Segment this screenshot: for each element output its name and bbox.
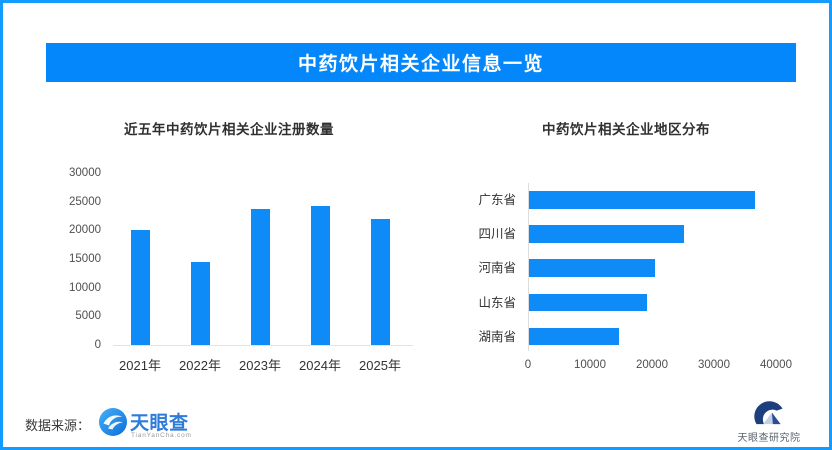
left-chart-plot-area: 0 5000 10000 15000 20000 25000 30000 2021年 2022年… xyxy=(69,167,413,373)
x-axis-category-label: 2022年 xyxy=(179,358,221,373)
x-axis-tick-label: 20000 xyxy=(636,359,668,371)
y-axis-category-label: 广东省 xyxy=(478,193,516,207)
x-axis-tick-label: 10000 xyxy=(574,359,606,371)
tianyancha-brand-text: 天眼查 xyxy=(130,413,189,434)
y-axis-tick-label: 10000 xyxy=(69,281,101,294)
research-institute-logo: 天眼查研究院 xyxy=(721,399,817,447)
bar-四川省 xyxy=(529,225,684,243)
x-axis-category-label: 2023年 xyxy=(239,358,281,373)
x-axis-category-label: 2024年 xyxy=(299,358,341,373)
y-axis-category-label: 湖南省 xyxy=(478,329,516,344)
tianyancha-domain-text: TianYanCha.com xyxy=(131,432,192,439)
y-axis-category-label: 山东省 xyxy=(478,295,516,310)
right-chart-title: 中药饮片相关企业地区分布 xyxy=(542,122,710,137)
bar-广东省 xyxy=(529,191,756,209)
x-axis-tick-label: 0 xyxy=(524,359,532,371)
bar-2025年 xyxy=(370,219,390,345)
right-chart-plot-area: 广东省四川省河南省山东省湖南省 0 10000 20000 30000 40000 xyxy=(478,183,792,371)
x-axis-tick-label: 30000 xyxy=(698,359,730,371)
bar-山东省 xyxy=(529,293,647,312)
institute-name-text: 天眼查研究院 xyxy=(737,433,801,444)
y-axis-tick-label: 30000 xyxy=(69,167,101,179)
region-distribution-chart: 中药饮片相关企业地区分布 广东省四川省河南省山东省湖南省 0 10000 20000 3… xyxy=(448,118,804,383)
bar-2022年 xyxy=(190,262,210,345)
page-title-banner: 中药饮片相关企业信息一览 xyxy=(46,43,796,82)
page-title: 中药饮片相关企业信息一览 xyxy=(297,54,544,75)
x-axis-line xyxy=(113,345,413,346)
y-axis-tick-label: 25000 xyxy=(69,195,101,208)
y-axis-line xyxy=(528,183,529,351)
y-axis-tick-label: 5000 xyxy=(75,310,101,323)
y-axis-tick-label: 15000 xyxy=(69,253,101,265)
institute-mountain-icon xyxy=(754,401,783,425)
y-axis-tick-label: 20000 xyxy=(69,224,101,237)
registration-count-chart: 近五年中药饮片相关企业注册数量 0 5000 10000 15000 20000 2500… xyxy=(49,118,413,383)
y-axis-category-label: 四川省 xyxy=(478,227,516,242)
x-axis-tick-label: 40000 xyxy=(760,359,792,371)
left-chart-title: 近五年中药饮片相关企业注册数量 xyxy=(124,122,334,137)
data-source-label: 数据来源： xyxy=(25,418,91,433)
bar-2021年 xyxy=(130,229,150,345)
x-axis-category-label: 2021年 xyxy=(119,358,161,373)
bar-2024年 xyxy=(310,205,330,345)
y-axis-tick-label: 0 xyxy=(94,339,101,351)
y-axis-category-label: 河南省 xyxy=(478,261,516,276)
bar-2023年 xyxy=(250,209,270,345)
tianyancha-logo: 天眼查 TianYanCha.com xyxy=(99,407,219,443)
bar-湖南省 xyxy=(529,327,619,346)
tianyancha-logo-icon xyxy=(99,408,127,436)
x-axis-category-label: 2025年 xyxy=(359,358,401,373)
bar-河南省 xyxy=(529,259,655,277)
